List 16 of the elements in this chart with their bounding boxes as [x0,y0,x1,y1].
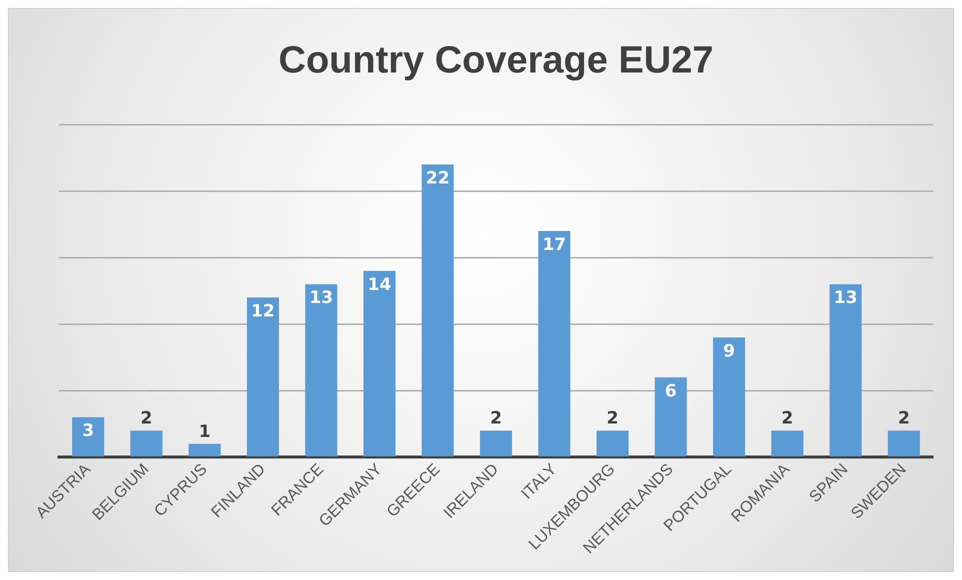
data-label: 1 [198,422,211,442]
data-label: 12 [251,301,275,322]
data-label: 22 [426,168,450,188]
data-label: 2 [606,408,618,428]
data-label: 13 [834,288,858,308]
data-label: 14 [368,274,392,295]
data-label: 2 [140,408,152,428]
chart-title: Country Coverage EU27 [278,39,714,82]
data-label: 6 [664,381,677,402]
data-label: 2 [490,408,502,428]
data-label: 17 [542,234,566,255]
data-label: 3 [82,421,94,442]
data-label: 2 [781,408,794,428]
data-label: 13 [309,288,334,308]
data-label: 2 [898,408,910,428]
data-label: 9 [723,341,735,362]
